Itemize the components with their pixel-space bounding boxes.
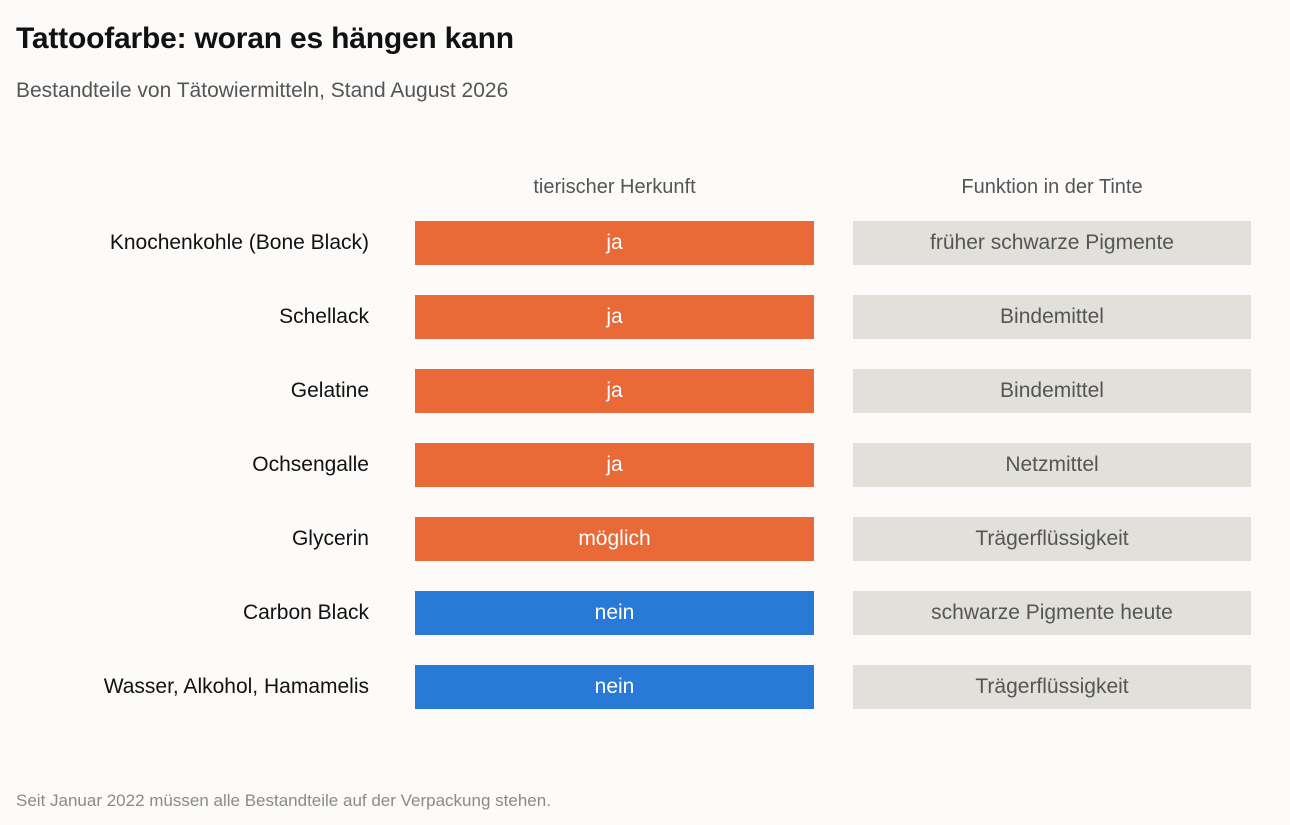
row-label: Carbon Black bbox=[242, 601, 369, 624]
function-cell: früher schwarze Pigmente bbox=[853, 221, 1251, 265]
function-cell: Trägerflüssigkeit bbox=[853, 517, 1251, 561]
animal-origin-cell: nein bbox=[415, 591, 814, 635]
row-label: Wasser, Alkohol, Hamamelis bbox=[103, 675, 369, 698]
animal-origin-cell: nein bbox=[415, 665, 814, 709]
animal-origin-cell: ja bbox=[415, 221, 814, 265]
footnote: Seit Januar 2022 müssen alle Bestandteil… bbox=[16, 791, 551, 810]
function-cell: Netzmittel bbox=[853, 443, 1251, 487]
row-label: Schellack bbox=[279, 305, 369, 328]
chart-title: Tattoofarbe: woran es hängen kann bbox=[16, 22, 514, 55]
function-cell: Bindemittel bbox=[853, 369, 1251, 413]
function-cell: Bindemittel bbox=[853, 295, 1251, 339]
row-label: Ochsengalle bbox=[252, 453, 369, 476]
animal-origin-cell: ja bbox=[415, 295, 814, 339]
animal-origin-cell: möglich bbox=[415, 517, 814, 561]
row-label: Glycerin bbox=[291, 527, 369, 550]
chart-subtitle: Bestandteile von Tätowiermitteln, Stand … bbox=[16, 79, 509, 102]
column-header-animal-origin: tierischer Herkunft bbox=[533, 176, 696, 198]
animal-origin-cell: ja bbox=[415, 443, 814, 487]
column-header-function: Funktion in der Tinte bbox=[961, 176, 1143, 198]
row-label: Knochenkohle (Bone Black) bbox=[109, 231, 369, 254]
row-label: Gelatine bbox=[290, 379, 369, 402]
animal-origin-cell: ja bbox=[415, 369, 814, 413]
function-cell: schwarze Pigmente heute bbox=[853, 591, 1251, 635]
function-cell: Trägerflüssigkeit bbox=[853, 665, 1251, 709]
